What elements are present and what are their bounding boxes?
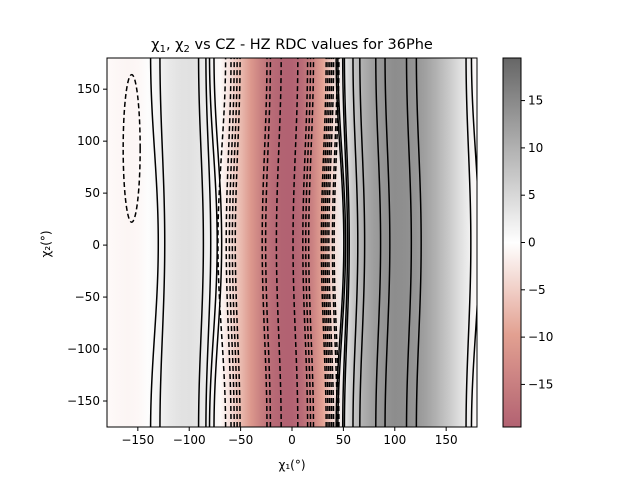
colorbar-ticks: −15 −10 −5 0 5 10 15: [521, 94, 553, 391]
contour-line: [341, 58, 349, 427]
contour-line: [343, 58, 350, 427]
contour-line: [228, 58, 235, 427]
contour-line: [326, 58, 333, 427]
contour-line: [213, 58, 223, 427]
contour-line: [322, 58, 329, 427]
colorbar: −15 −10 −5 0 5 10 15: [502, 57, 553, 428]
contour-loop: [122, 73, 141, 223]
contour-line: [264, 58, 272, 427]
contour-line: [307, 58, 315, 427]
x-tick-label: −150: [121, 433, 154, 447]
colorbar-tick-label: 0: [528, 236, 536, 250]
contour-line: [335, 58, 345, 427]
contour-line: [292, 58, 299, 427]
x-tick-label: 150: [435, 433, 458, 447]
contour-line: [352, 58, 359, 427]
contour-line: [405, 58, 413, 427]
contour-line: [384, 58, 391, 427]
contour-line: [261, 58, 268, 427]
contour-line: [337, 58, 347, 427]
contour-line: [225, 58, 232, 427]
colorbar-gradient: [502, 57, 522, 428]
plot-area: −150 −100 −50 0 50 100 150 −150 −100 −50 0 50 100 15…: [67, 57, 478, 447]
x-axis-ticks: −150 −100 −50 0 50 100 150: [121, 427, 458, 447]
contour-line: [470, 58, 477, 427]
y-tick-label: 150: [77, 82, 100, 96]
contour-lines: [122, 58, 477, 427]
contour-line: [320, 58, 327, 427]
x-tick-label: −50: [228, 433, 253, 447]
y-tick-label: −100: [67, 342, 100, 356]
contour-line: [149, 58, 160, 427]
colorbar-tick-label: 15: [528, 94, 543, 108]
contour-line: [205, 58, 212, 427]
contour-line: [359, 58, 366, 427]
contour-line: [324, 58, 331, 427]
contour-line: [208, 58, 218, 427]
colorbar-tick-label: 5: [528, 188, 536, 202]
rdc-heatmap: [107, 58, 477, 427]
contour-line: [465, 58, 472, 427]
y-tick-label: 0: [92, 238, 100, 252]
contour-line: [305, 58, 312, 427]
contour-line: [234, 58, 241, 427]
x-axis-label: χ₁(°): [278, 458, 305, 472]
x-tick-label: 50: [336, 433, 351, 447]
x-tick-label: −100: [173, 433, 206, 447]
colorbar-tick-label: −15: [528, 377, 553, 391]
y-axis-ticks: −150 −100 −50 0 50 100 150: [67, 82, 107, 408]
y-tick-label: 50: [85, 186, 100, 200]
contour-line: [197, 58, 205, 427]
contour-line: [331, 58, 338, 427]
y-tick-label: −150: [67, 394, 100, 408]
x-tick-label: 100: [383, 433, 406, 447]
contour-line: [159, 58, 166, 427]
y-tick-label: 100: [77, 134, 100, 148]
contour-line: [415, 58, 422, 427]
contour-line: [231, 58, 238, 427]
contour-line: [328, 58, 335, 427]
colorbar-tick-label: 10: [528, 141, 543, 155]
y-tick-label: −50: [75, 290, 100, 304]
colorbar-tick-label: −10: [528, 330, 553, 344]
contour-line: [302, 58, 309, 427]
chart-title: χ1, χ2 vs CZ - HZ RDC values for 36Phe: [151, 37, 433, 55]
contour-line: [375, 58, 382, 427]
y-axis-label: χ₂(°): [39, 230, 53, 257]
contour-line: [275, 58, 282, 427]
x-tick-label: 0: [288, 433, 296, 447]
colorbar-tick-label: −5: [528, 283, 546, 297]
